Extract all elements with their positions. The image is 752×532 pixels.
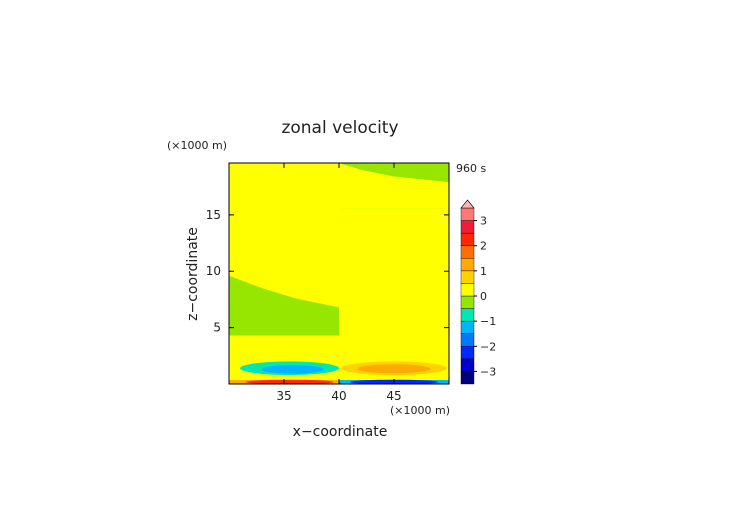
colorbar-swatch	[460, 320, 475, 334]
colorbar-swatch	[460, 258, 475, 272]
x-tick-label: 35	[276, 389, 291, 403]
colorbar-tick-label: −2	[480, 340, 496, 353]
contour-region	[339, 163, 449, 183]
colorbar-tick-label: 1	[480, 265, 487, 278]
contour-region	[262, 365, 324, 374]
y-axis-label: z−coordinate	[185, 227, 201, 321]
colorbar-swatch	[460, 346, 475, 360]
y-unit-label: (×1000 m)	[167, 139, 227, 152]
y-axis-ticks: 5 10 15	[206, 208, 449, 335]
contour-region	[229, 163, 339, 308]
colorbar-overflow-triangle	[460, 199, 475, 209]
colorbar-swatch	[460, 207, 475, 221]
x-axis-label: x−coordinate	[293, 424, 388, 440]
time-label: 960 s	[456, 162, 486, 175]
x-unit-label: (×1000 m)	[390, 404, 450, 417]
contour-region	[339, 208, 449, 355]
colorbar-swatch	[460, 295, 475, 309]
y-tick-label: 15	[206, 208, 221, 222]
colorbar-swatch	[460, 358, 475, 372]
contour-fill-group	[229, 163, 449, 384]
colorbar-swatch	[460, 283, 475, 297]
y-tick-label: 5	[213, 321, 221, 335]
colorbar-swatch	[460, 371, 475, 385]
colorbar-swatch	[460, 220, 475, 234]
colorbar-swatch	[460, 270, 475, 284]
colorbar-swatch	[460, 245, 475, 259]
colorbar: 3 2 1 0 −1 −2 −3	[460, 199, 496, 385]
contour-region	[357, 364, 431, 374]
colorbar-swatch	[460, 308, 475, 322]
colorbar-tick-label: 3	[480, 215, 487, 228]
chart-title: zonal velocity	[281, 118, 398, 138]
colorbar-tick-label: −1	[480, 315, 496, 328]
y-tick-label: 10	[206, 264, 221, 278]
x-tick-label: 40	[331, 389, 346, 403]
x-axis-ticks: 35 40 45	[276, 163, 402, 403]
colorbar-swatch	[460, 333, 475, 347]
colorbar-tick-label: −3	[480, 365, 496, 378]
x-tick-label: 45	[386, 389, 401, 403]
colorbar-swatch	[460, 232, 475, 246]
colorbar-tick-label: 0	[480, 290, 487, 303]
colorbar-tick-label: 2	[480, 240, 487, 253]
plot-area	[228, 162, 450, 385]
contour-region	[245, 379, 334, 384]
